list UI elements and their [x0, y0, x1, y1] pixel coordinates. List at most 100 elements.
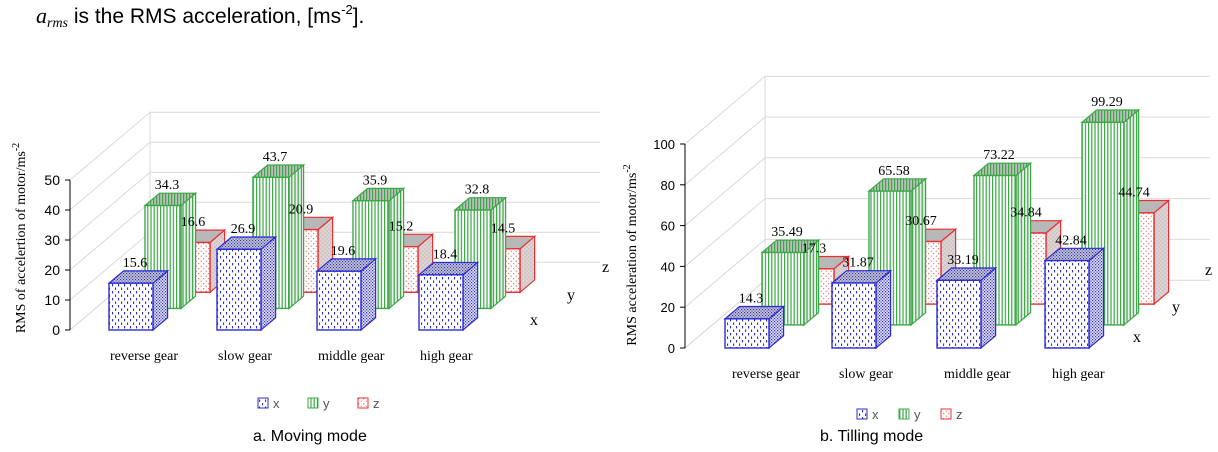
- unit-exponent: -2: [341, 2, 353, 17]
- y-tick-label: 50: [44, 172, 60, 188]
- bar-x-3-front: [418, 274, 464, 331]
- bar-x-2-side: [980, 266, 997, 350]
- y-tick-label: 100: [653, 137, 675, 152]
- category-label-3: high gear: [1052, 367, 1105, 382]
- y-axis-label: RMS of accelertion of motor/ms-2: [11, 143, 29, 333]
- gridline-5: [69, 111, 600, 181]
- y-tick-label: 20: [44, 262, 60, 278]
- intro-text-end: ].: [352, 5, 365, 28]
- depth-axis-label-z: z: [602, 259, 609, 276]
- legend-label-y: y: [323, 396, 330, 411]
- chart-tilling: 0 20 40 60 80 100 RMS acceleration of motor/ms…: [622, 75, 1212, 422]
- y-tick-label: 20: [661, 300, 675, 315]
- data-label-z-3: 14.5: [491, 221, 516, 236]
- bar-x-2-front: [316, 270, 362, 331]
- data-label-x-2: 33.19: [947, 253, 979, 268]
- legend-label-x: x: [872, 407, 879, 422]
- intro-line: arms is the RMS acceleration, [ms-2].: [36, 2, 364, 32]
- data-label-z-2: 34.84: [1010, 206, 1042, 221]
- bar-y-3-side: [1123, 108, 1140, 327]
- gridline-4: [69, 141, 600, 211]
- data-label-y-1: 43.7: [263, 150, 288, 165]
- category-label-2: middle gear: [944, 367, 1011, 382]
- category-label-1: slow gear: [218, 349, 272, 364]
- depth-axis-label-y: y: [1172, 299, 1180, 316]
- y-tick-label: 60: [661, 219, 675, 234]
- data-label-y-0: 35.49: [771, 225, 803, 240]
- bar-x-1-side: [875, 269, 892, 350]
- y-tick-label: 10: [44, 292, 60, 308]
- data-label-z-0: 16.6: [181, 215, 206, 230]
- category-label-0: reverse gear: [732, 367, 800, 382]
- y-axis-label-exponent: -2: [11, 143, 22, 151]
- legend-label-z: z: [956, 407, 963, 422]
- legend-swatch-y: [307, 397, 319, 409]
- legend-swatch-x: [257, 397, 269, 409]
- bar-x-3-front: [1044, 259, 1090, 349]
- data-label-x-3: 42.84: [1055, 233, 1087, 248]
- category-label-0: reverse gear: [110, 349, 178, 364]
- legend-swatch-y: [898, 408, 910, 420]
- data-label-x-1: 31.87: [842, 256, 874, 271]
- data-label-z-3: 44.74: [1118, 186, 1150, 201]
- depth-axis-label-x: x: [1133, 329, 1141, 346]
- depth-axis-label-y: y: [567, 287, 575, 304]
- y-tick-label: 0: [52, 322, 60, 338]
- bar-x-1-front: [216, 248, 262, 331]
- depth-axis-label-x: x: [530, 312, 538, 329]
- bar-x-1-side: [260, 235, 277, 332]
- bar-x-1-front: [831, 282, 877, 349]
- bar-x-3: [1043, 247, 1106, 350]
- category-label-1: slow gear: [839, 367, 893, 382]
- depth-axis-label-z: z: [1205, 262, 1212, 279]
- bar-x-0-front: [724, 318, 770, 349]
- legend-swatch-x: [856, 408, 868, 420]
- data-label-y-3: 32.8: [465, 183, 490, 198]
- y-tick-label: 30: [44, 232, 60, 248]
- intro-text: is the RMS acceleration, [ms: [68, 5, 342, 28]
- bar-x-2: [935, 266, 998, 350]
- legend-swatch-z: [357, 397, 369, 409]
- y-tick-label: 80: [661, 178, 675, 193]
- data-label-z-1: 20.9: [289, 202, 314, 217]
- bar-x-0: [723, 305, 786, 350]
- data-label-x-1: 26.9: [231, 222, 256, 237]
- legend: x y z: [856, 407, 963, 422]
- bar-x-0: [107, 269, 170, 332]
- bar-y-0-side: [180, 191, 197, 310]
- data-label-x-2: 19.6: [331, 244, 356, 259]
- legend-label-y: y: [914, 407, 921, 422]
- bar-y-3-side: [490, 196, 507, 310]
- legend-label-x: x: [273, 396, 280, 411]
- bar-y-1-side: [910, 177, 927, 327]
- data-label-z-0: 17.3: [802, 241, 827, 256]
- rms-symbol: arms: [36, 3, 69, 31]
- data-label-y-2: 73.22: [983, 148, 1015, 163]
- data-label-y-2: 35.9: [363, 173, 388, 188]
- category-label-3: high gear: [420, 349, 473, 364]
- bar-y-2-side: [1015, 161, 1032, 327]
- y-tick-label: 40: [44, 202, 60, 218]
- bar-z-3-side: [1153, 199, 1170, 306]
- y-axis-label-exponent: -2: [622, 164, 633, 172]
- floor-edge: [684, 279, 766, 349]
- bar-x-0-front: [108, 282, 154, 331]
- bar-x-2-front: [936, 279, 982, 349]
- bar-x-3-side: [1088, 247, 1105, 350]
- legend: x y z: [257, 396, 380, 411]
- bar-x-3: [417, 261, 480, 332]
- y-axis-label-text: RMS of accelertion of motor/ms: [14, 151, 29, 333]
- gridline-5: [684, 75, 1210, 145]
- data-label-x-0: 15.6: [123, 256, 148, 271]
- data-label-x-3: 18.4: [433, 247, 458, 262]
- data-label-z-2: 15.2: [389, 219, 414, 234]
- y-tick-label: 0: [668, 341, 675, 356]
- y-tick-label: 40: [661, 259, 675, 274]
- caption-moving-mode: a. Moving mode: [253, 428, 367, 445]
- bar-x-1: [215, 235, 278, 332]
- data-label-x-0: 14.3: [739, 292, 764, 307]
- data-label-z-1: 30.67: [905, 214, 937, 229]
- chart-moving: 0 10 20 30 40 50 RMS of accelertion of motor/m…: [11, 111, 609, 411]
- data-label-y-1: 65.58: [878, 164, 910, 179]
